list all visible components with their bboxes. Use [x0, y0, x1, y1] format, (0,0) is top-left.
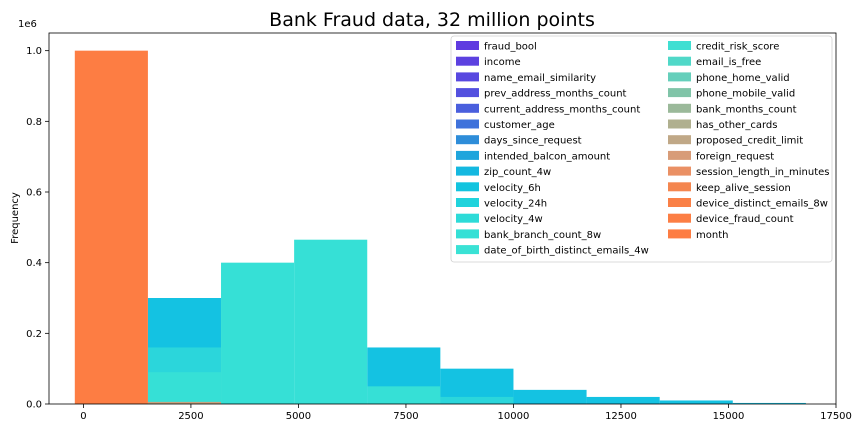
axes-group: 0 2500 5000 7500 10000 12500 15000 17500 0.0 0.2 0… [26, 32, 852, 422]
legend-label: customer_age [484, 120, 555, 131]
histogram-bar [732, 402, 806, 404]
legend-swatch [668, 103, 691, 113]
x-tick-label: 15000 [713, 411, 745, 422]
legend-swatch [668, 182, 691, 192]
legend-swatch [456, 103, 479, 113]
y-tick-label: 0.2 [26, 329, 42, 340]
legend-label: credit_risk_score [696, 42, 779, 53]
histogram-bar [294, 239, 368, 404]
legend-swatch [668, 213, 691, 223]
x-tick-label: 2500 [178, 411, 203, 422]
legend-label: email_is_free [696, 57, 761, 68]
legend-swatch [456, 182, 479, 192]
legend-swatch [456, 166, 479, 176]
legend-label: foreign_request [696, 151, 774, 162]
x-tick-label: 17500 [820, 411, 852, 422]
histogram-bar [513, 389, 587, 404]
legend-label: bank_branch_count_8w [484, 230, 601, 241]
histogram-bar [440, 396, 514, 404]
legend-swatch [456, 72, 479, 82]
histogram-bar [147, 401, 222, 404]
legend-swatch [456, 88, 479, 98]
x-tick-label: 12500 [605, 411, 637, 422]
legend-label: proposed_credit_limit [696, 136, 803, 147]
legend-swatch [668, 88, 691, 98]
legend-swatch [668, 72, 691, 82]
legend-label: zip_count_4w [484, 167, 551, 178]
legend-swatch [668, 41, 691, 50]
y-tick-label: 0.6 [26, 188, 42, 199]
legend-label: phone_mobile_valid [696, 89, 795, 100]
legend-swatch [456, 198, 479, 207]
histogram-bar [221, 262, 295, 404]
y-tick-label: 1.0 [26, 46, 42, 57]
legend-label: income [484, 57, 521, 68]
legend-label: keep_alive_session [696, 183, 791, 194]
legend-label: fraud_bool [484, 42, 537, 53]
x-tick-label: 10000 [498, 411, 530, 422]
x-tick-label: 5000 [286, 411, 311, 422]
legend-label: month [696, 230, 728, 241]
legend-swatch [456, 150, 479, 160]
legend-swatch [668, 229, 691, 239]
legend-swatch [456, 119, 479, 129]
legend-label: intended_balcon_amount [484, 151, 610, 162]
histogram-bar [367, 386, 441, 404]
x-tick-label: 0 [80, 411, 86, 422]
histogram-bar [147, 372, 222, 404]
y-axis-label: Frequency [10, 192, 21, 244]
chart-title: Bank Fraud data, 32 million points [269, 9, 595, 31]
legend-label: device_distinct_emails_8w [696, 199, 828, 210]
legend-swatch [668, 198, 691, 207]
legend-swatch [668, 150, 691, 160]
legend-label: date_of_birth_distinct_emails_4w [484, 246, 649, 257]
legend-label: has_other_cards [696, 120, 777, 131]
legend-swatch [456, 41, 479, 50]
y-tick-label: 0.0 [26, 400, 42, 411]
legend-swatch [668, 56, 691, 66]
legend-label: velocity_6h [484, 183, 541, 194]
legend-label: velocity_24h [484, 199, 547, 210]
legend-swatch [456, 229, 479, 239]
legend-swatch [668, 135, 691, 145]
legend-label: prev_address_months_count [484, 89, 627, 100]
x-tick-label: 7500 [393, 411, 418, 422]
legend-label: days_since_request [484, 136, 582, 147]
y-tick-label: 0.4 [26, 258, 42, 269]
legend-box [450, 35, 833, 263]
legend-label: bank_months_count [696, 104, 797, 115]
legend-label: device_fraud_count [696, 214, 794, 225]
bars-group [74, 50, 806, 405]
y-tick-label: 0.8 [26, 117, 42, 128]
histogram-bar [659, 400, 733, 404]
legend-label: session_length_in_minutes [696, 167, 830, 178]
legend-swatch [456, 135, 479, 145]
legend-label: current_address_months_count [484, 104, 640, 115]
histogram-bar [586, 396, 660, 404]
y-offset-label: 1e6 [18, 19, 37, 30]
histogram-bar [74, 50, 148, 405]
legend-swatch [456, 213, 479, 223]
plot-frame [48, 32, 837, 405]
legend-label: phone_home_valid [696, 73, 790, 84]
legend-label: name_email_similarity [484, 73, 596, 84]
legend-swatch [456, 56, 479, 66]
legend-swatch [668, 119, 691, 129]
legend-swatch [456, 245, 479, 255]
legend-label: velocity_4w [484, 214, 543, 225]
legend-swatch [668, 166, 691, 176]
